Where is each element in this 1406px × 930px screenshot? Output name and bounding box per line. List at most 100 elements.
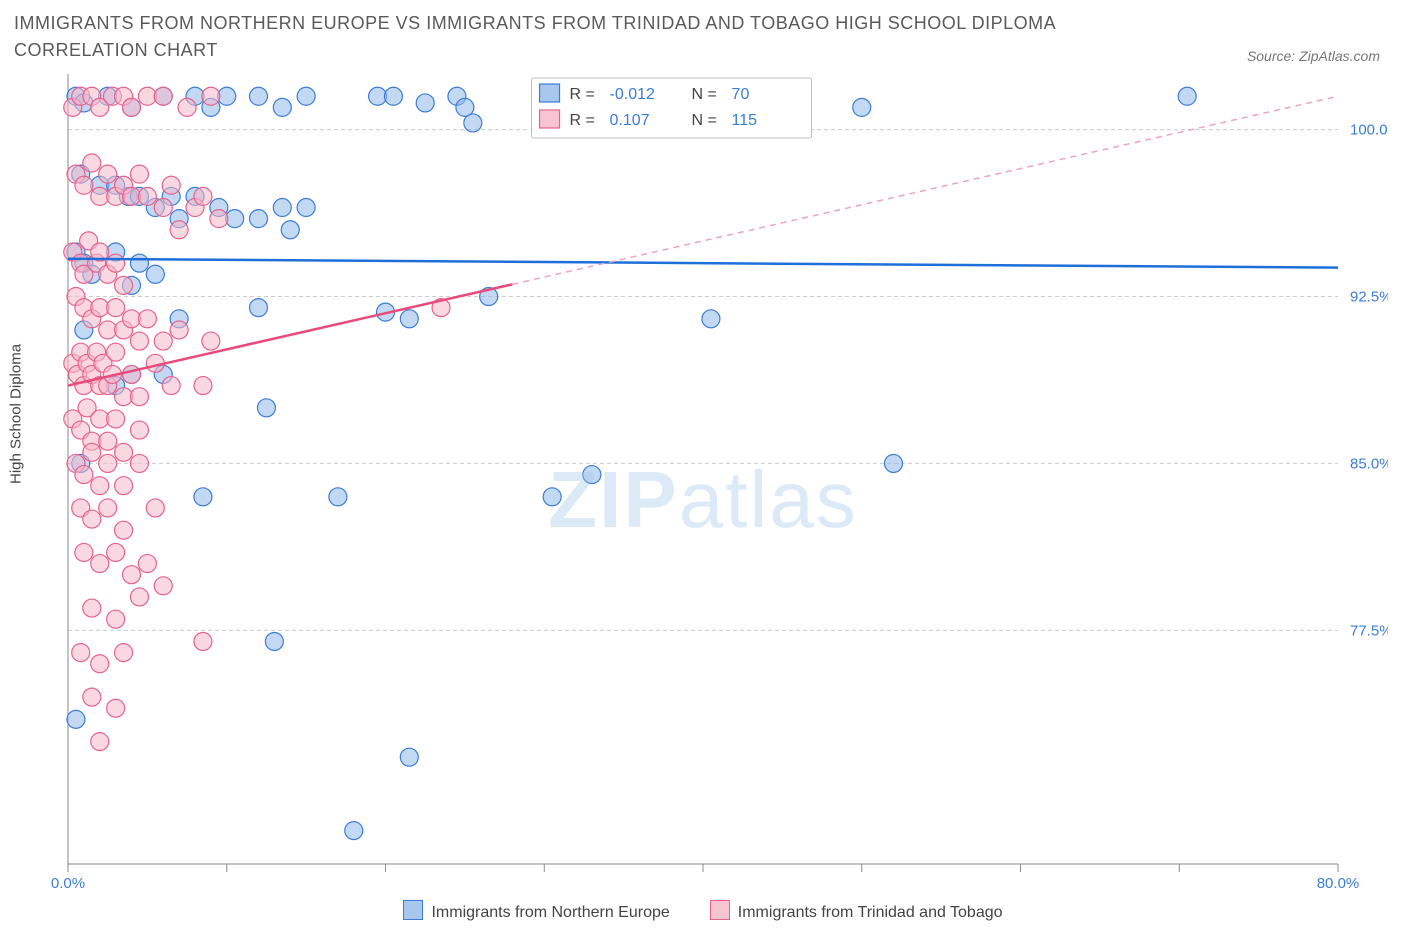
legend-item-pink: Immigrants from Trinidad and Tobago: [710, 900, 1003, 922]
data-point-pink: [202, 87, 220, 105]
data-point-pink: [91, 477, 109, 495]
data-point-pink: [130, 332, 148, 350]
legend-swatch-pink: [710, 900, 730, 920]
data-point-blue: [273, 98, 291, 116]
legend-label-blue: Immigrants from Northern Europe: [431, 904, 669, 921]
data-point-pink: [99, 165, 117, 183]
y-tick-label: 77.5%: [1350, 622, 1388, 639]
data-point-blue: [384, 87, 402, 105]
data-point-blue: [345, 822, 363, 840]
chart-area: High School Diploma ZIPatlas 100.0%92.5%…: [18, 74, 1388, 894]
data-point-pink: [194, 377, 212, 395]
data-point-pink: [91, 555, 109, 573]
svg-text:R =: R =: [570, 86, 595, 103]
data-point-blue: [416, 94, 434, 112]
footer-legend: Immigrants from Northern Europe Immigran…: [0, 900, 1406, 922]
data-point-blue: [329, 488, 347, 506]
data-point-blue: [1178, 87, 1196, 105]
data-point-pink: [130, 454, 148, 472]
legend-swatch-blue: [403, 900, 423, 920]
data-point-blue: [297, 87, 315, 105]
legend-item-blue: Immigrants from Northern Europe: [403, 900, 669, 922]
data-point-pink: [170, 321, 188, 339]
data-point-pink: [194, 187, 212, 205]
data-point-pink: [138, 555, 156, 573]
data-point-blue: [853, 98, 871, 116]
data-point-blue: [297, 199, 315, 217]
data-point-pink: [123, 566, 141, 584]
data-point-pink: [202, 332, 220, 350]
data-point-blue: [194, 488, 212, 506]
data-point-pink: [83, 599, 101, 617]
data-point-pink: [99, 499, 117, 517]
data-point-blue: [146, 265, 164, 283]
svg-text:70: 70: [732, 86, 750, 103]
data-point-pink: [154, 332, 172, 350]
data-point-pink: [99, 432, 117, 450]
data-point-pink: [162, 377, 180, 395]
chart-title: IMMIGRANTS FROM NORTHERN EUROPE VS IMMIG…: [14, 10, 1134, 64]
data-point-pink: [162, 176, 180, 194]
data-point-pink: [123, 98, 141, 116]
data-point-pink: [107, 699, 125, 717]
data-point-pink: [91, 655, 109, 673]
data-point-pink: [107, 410, 125, 428]
data-point-pink: [170, 221, 188, 239]
data-point-pink: [178, 98, 196, 116]
data-point-pink: [75, 543, 93, 561]
data-point-pink: [154, 87, 172, 105]
header: IMMIGRANTS FROM NORTHERN EUROPE VS IMMIG…: [0, 0, 1406, 64]
data-point-pink: [107, 299, 125, 317]
data-point-pink: [91, 733, 109, 751]
data-point-pink: [107, 254, 125, 272]
data-point-blue: [250, 210, 268, 228]
data-point-pink: [210, 210, 228, 228]
data-point-blue: [702, 310, 720, 328]
data-point-pink: [75, 176, 93, 194]
x-tick-label: 0.0%: [51, 875, 85, 892]
data-point-pink: [194, 632, 212, 650]
svg-text:N =: N =: [692, 86, 717, 103]
data-point-blue: [273, 199, 291, 217]
data-point-blue: [130, 254, 148, 272]
data-point-pink: [154, 199, 172, 217]
data-point-pink: [99, 454, 117, 472]
data-point-pink: [115, 443, 133, 461]
svg-text:N =: N =: [692, 112, 717, 129]
data-point-pink: [83, 443, 101, 461]
data-point-blue: [67, 710, 85, 728]
data-point-pink: [83, 510, 101, 528]
source-attribution: Source: ZipAtlas.com: [1247, 48, 1386, 64]
data-point-blue: [257, 399, 275, 417]
y-axis-label: High School Diploma: [8, 344, 25, 484]
data-point-blue: [464, 114, 482, 132]
svg-text:R =: R =: [570, 112, 595, 129]
data-point-pink: [115, 477, 133, 495]
data-point-pink: [146, 499, 164, 517]
data-point-blue: [885, 454, 903, 472]
data-point-pink: [72, 644, 90, 662]
y-tick-label: 92.5%: [1350, 289, 1388, 306]
data-point-blue: [265, 632, 283, 650]
data-point-pink: [130, 588, 148, 606]
data-point-pink: [115, 644, 133, 662]
data-point-pink: [130, 388, 148, 406]
data-point-pink: [138, 187, 156, 205]
data-point-blue: [281, 221, 299, 239]
data-point-blue: [250, 87, 268, 105]
y-tick-label: 100.0%: [1350, 122, 1388, 139]
data-point-blue: [583, 466, 601, 484]
data-point-pink: [75, 466, 93, 484]
data-point-pink: [115, 521, 133, 539]
data-point-blue: [543, 488, 561, 506]
data-point-pink: [130, 421, 148, 439]
svg-text:-0.012: -0.012: [610, 86, 655, 103]
data-point-blue: [400, 748, 418, 766]
data-point-blue: [400, 310, 418, 328]
data-point-pink: [130, 165, 148, 183]
y-tick-label: 85.0%: [1350, 455, 1388, 472]
data-point-pink: [83, 154, 101, 172]
data-point-pink: [107, 543, 125, 561]
data-point-pink: [154, 577, 172, 595]
data-point-pink: [83, 688, 101, 706]
